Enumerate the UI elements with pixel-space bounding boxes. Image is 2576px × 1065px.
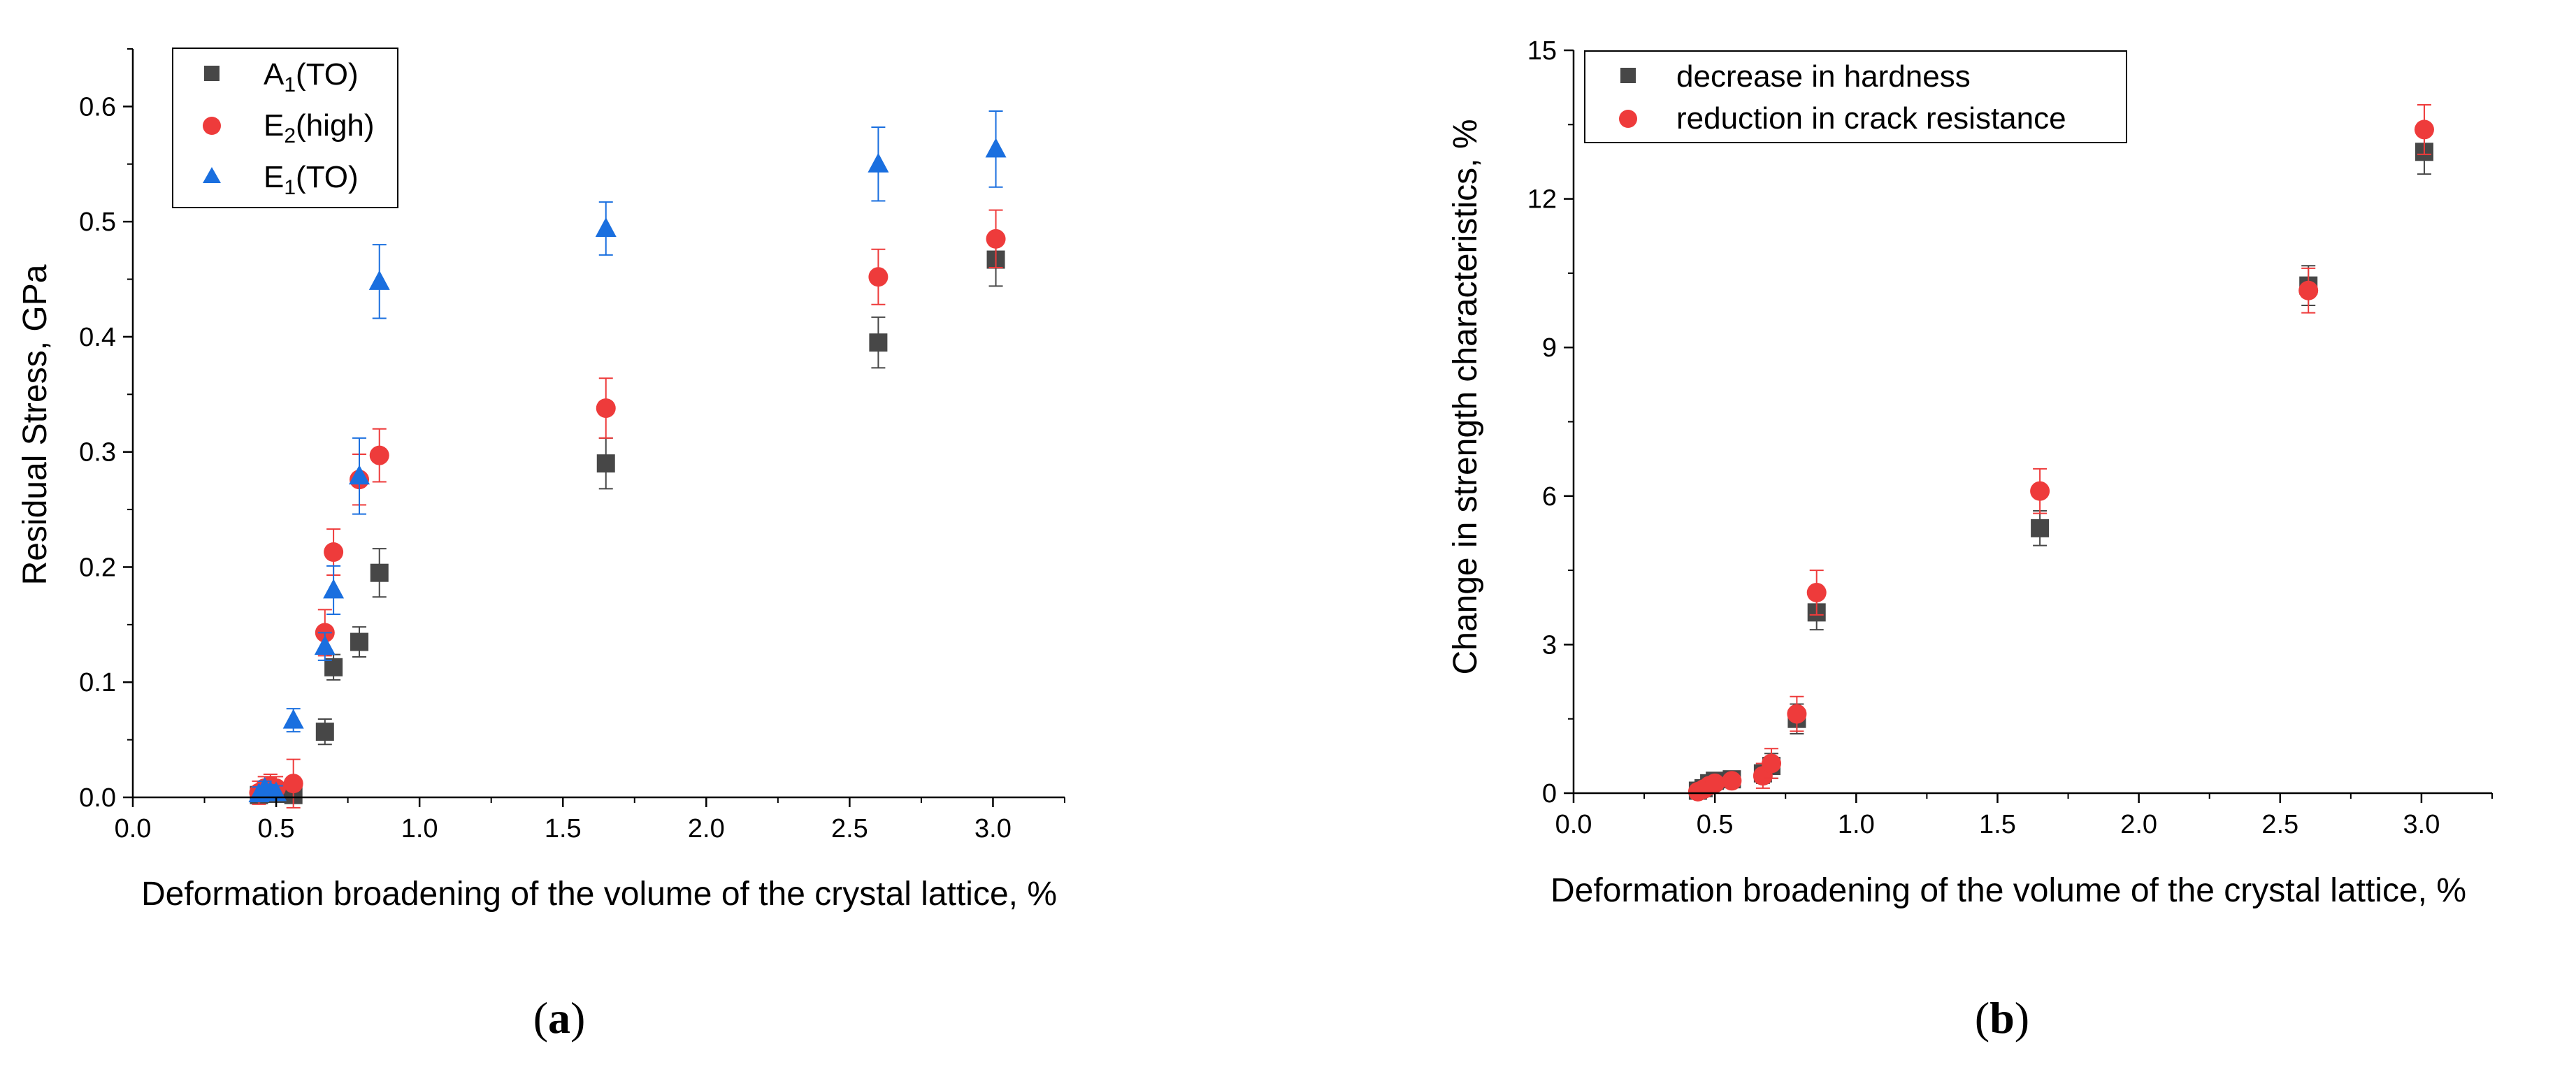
panel-b-point-circle: [1722, 771, 1742, 791]
panel-a-x-axis-title: Deformation broadening of the volume of …: [141, 876, 1057, 913]
legend-label-a1-to: A1(TO): [264, 57, 359, 96]
panel-b-point-circle: [1705, 773, 1725, 793]
legend-marker-circle: [203, 117, 221, 135]
panel-a-x-tick-label: 0.0: [115, 814, 152, 843]
panel-a-point-square: [596, 454, 615, 473]
panel-a-y-tick-label: 0.4: [79, 323, 116, 352]
panel-a-point-triangle: [368, 270, 390, 290]
legend-item-decrease-in-hardness: decrease in hardness: [1620, 59, 1971, 94]
panel-a-x-tick-label: 1.5: [545, 814, 582, 843]
panel-b-point-circle: [1762, 753, 1782, 774]
panel-b-y-tick-label: 0: [1542, 779, 1557, 809]
panel-a-point-circle: [868, 267, 888, 287]
panel-b-label: (b): [1975, 993, 2029, 1043]
legend-label-reduction-in-crack-resistance: reduction in crack resistance: [1676, 101, 2066, 136]
panel-a-point-triangle: [314, 635, 336, 655]
panel-b-point-circle: [2298, 280, 2319, 300]
panel-b-y-tick-label: 9: [1542, 333, 1557, 363]
panel-b-marks: [1688, 103, 2434, 802]
panel-a-chart: 0.0 0.5 1.0 1.5 2.0 2.5 3.0 0.0 0.1 0.2 0.3 0.4 0.5 0…: [17, 48, 1065, 1043]
panel-b-x-tick-label: 1.5: [1979, 810, 2016, 839]
legend-marker-triangle: [203, 167, 221, 183]
panel-b-x-tick-label: 0.5: [1697, 810, 1734, 839]
panel-a-point-circle: [283, 774, 303, 794]
panel-a-point-triangle: [868, 152, 889, 173]
panel-a-point-square: [324, 658, 343, 676]
panel-a-x-tick-label: 1.0: [401, 814, 438, 843]
panel-b-chart: 0.0 0.5 1.0 1.5 2.0 2.5 3.0 0 3 6 9 12 15 Deformatio…: [1447, 36, 2493, 1043]
panel-a-point-triangle: [985, 138, 1007, 158]
legend-label-e1-to: E1(TO): [264, 160, 359, 199]
panel-b-point-circle: [2030, 481, 2050, 501]
panel-b-point-square: [2031, 519, 2050, 537]
panel-a-x-tick-label: 0.5: [258, 814, 295, 843]
panel-a-point-circle: [369, 445, 389, 465]
panel-a-y-tick-label: 0.5: [79, 208, 116, 237]
panel-b-y-tick-label: 3: [1542, 630, 1557, 660]
legend-marker-square: [1620, 68, 1636, 83]
panel-a-point-triangle: [266, 781, 287, 802]
panel-b-axes: 0.0 0.5 1.0 1.5 2.0 2.5 3.0 0 3 6 9 12 15: [1527, 36, 2493, 839]
legend-item-e1-to: E1(TO): [203, 160, 359, 199]
panel-b-legend-box: [1584, 50, 2127, 143]
panel-a-y-axis-title: Residual Stress, GPa: [17, 264, 54, 585]
panel-a-point-circle: [324, 542, 344, 563]
panel-b-y-tick-label: 15: [1527, 36, 1557, 66]
panel-a-legend: A1(TO) E2(high) E1(TO): [172, 48, 398, 208]
panel-a-label: (a): [533, 993, 586, 1043]
panel-a-x-tick-label: 3.0: [974, 814, 1012, 843]
legend-marker-square: [204, 66, 220, 81]
legend-marker-circle: [1619, 110, 1637, 128]
panel-b-legend: decrease in hardness reduction in crack …: [1584, 50, 2127, 143]
panel-a-point-triangle: [323, 579, 345, 599]
panel-b-x-tick-label: 1.0: [1838, 810, 1875, 839]
panel-b-y-tick-label: 6: [1542, 482, 1557, 512]
panel-a-point-circle: [986, 229, 1006, 249]
panel-a-y-tick-label: 0.2: [79, 553, 116, 582]
panel-b-point-circle: [1806, 582, 1827, 602]
panel-b-x-axis-title: Deformation broadening of the volume of …: [1550, 872, 2466, 909]
legend-label-decrease-in-hardness: decrease in hardness: [1676, 59, 1971, 94]
panel-a-point-square: [350, 632, 369, 651]
panel-a-point-square: [869, 333, 888, 352]
panel-a-x-tick-label: 2.0: [688, 814, 725, 843]
panel-a-point-square: [370, 563, 389, 582]
panel-b-y-tick-label: 12: [1527, 185, 1557, 215]
panel-a-axes: 0.0 0.5 1.0 1.5 2.0 2.5 3.0 0.0 0.1 0.2 0.3 0.4 0.5 0…: [79, 48, 1065, 843]
panel-b-point-circle: [2414, 119, 2434, 140]
panel-b-point-circle: [1787, 704, 1807, 724]
panel-a-y-tick-label: 0.0: [79, 783, 116, 813]
panel-b-x-tick-label: 0.0: [1555, 810, 1592, 839]
panel-b-x-tick-label: 2.0: [2120, 810, 2157, 839]
panel-b-y-axis-title: Change in strength characteristics, %: [1447, 119, 1484, 674]
legend-label-e2-high: E2(high): [264, 108, 375, 147]
legend-item-a1-to: A1(TO): [204, 57, 359, 96]
panel-b-x-tick-label: 2.5: [2261, 810, 2298, 839]
panel-a-y-tick-label: 0.3: [79, 438, 116, 468]
legend-item-e2-high: E2(high): [203, 108, 375, 147]
legend-item-reduction-in-crack-resistance: reduction in crack resistance: [1619, 101, 2066, 136]
panel-a-y-tick-label: 0.6: [79, 92, 116, 122]
panel-a-point-triangle: [282, 709, 304, 729]
panel-a-y-tick-label: 0.1: [79, 668, 116, 697]
panel-a-marks: [248, 110, 1007, 809]
panel-a-point-square: [315, 723, 334, 741]
panel-b-x-tick-label: 3.0: [2403, 810, 2440, 839]
panel-a-point-triangle: [349, 465, 370, 485]
panel-a-point-triangle: [595, 217, 617, 238]
panel-a-point-circle: [596, 398, 616, 419]
panel-a-x-tick-label: 2.5: [831, 814, 868, 843]
